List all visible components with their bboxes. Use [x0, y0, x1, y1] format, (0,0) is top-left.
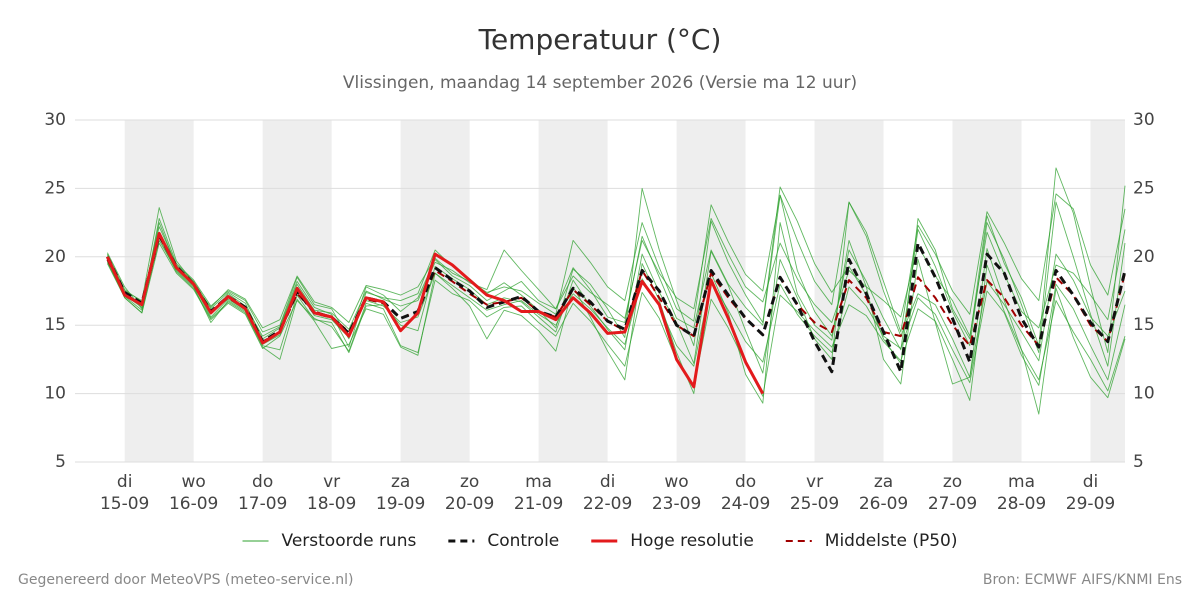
x-tick-label: vr [323, 472, 340, 492]
x-tick-date: 17-09 [238, 494, 287, 514]
y-tick-label: 15 [44, 315, 66, 335]
legend-label: Verstoorde runs [282, 531, 417, 551]
ensemble-run [106, 167, 1126, 364]
y-tick-label: 25 [44, 178, 66, 198]
ensemble-run [106, 193, 1126, 333]
legend-item: Controle [448, 531, 559, 551]
chart-title: Temperatuur (°C) [478, 23, 722, 56]
y2-tick-label: 5 [1133, 452, 1144, 472]
y-tick-label: 20 [44, 247, 66, 267]
x-tick-label: do [735, 472, 756, 492]
x-tick-label: za [391, 472, 410, 492]
y2-tick-label: 15 [1133, 315, 1155, 335]
y-tick-label: 10 [44, 384, 66, 404]
x-tick-date: 18-09 [307, 494, 356, 514]
x-tick-label: ma [1008, 472, 1035, 492]
legend-item: Middelste (P50) [785, 531, 958, 551]
legend-label: Middelste (P50) [825, 531, 958, 551]
y2-tick-label: 30 [1133, 110, 1155, 130]
ensemble-run [106, 222, 1126, 415]
x-tick-label: di [1083, 472, 1099, 492]
legend-item: Verstoorde runs [242, 531, 417, 551]
footer-left: Gegenereerd door MeteoVPS (meteo-service… [18, 572, 353, 588]
ensemble-run [106, 194, 1126, 367]
x-tick-label: zo [943, 472, 962, 492]
x-tick-date: 22-09 [583, 494, 632, 514]
y2-tick-label: 25 [1133, 178, 1155, 198]
x-tick-label: do [252, 472, 273, 492]
day-band [676, 120, 746, 462]
chart-subtitle: Vlissingen, maandag 14 september 2026 (V… [343, 73, 857, 93]
x-tick-label: di [117, 472, 133, 492]
x-tick-date: 25-09 [790, 494, 839, 514]
x-tick-label: di [600, 472, 616, 492]
x-tick-label: wo [664, 472, 688, 492]
y2-tick-label: 10 [1133, 384, 1155, 404]
x-tick-date: 24-09 [721, 494, 770, 514]
x-tick-date: 29-09 [1066, 494, 1115, 514]
day-band [124, 120, 194, 462]
legend-label: Controle [487, 531, 559, 551]
x-tick-date: 19-09 [376, 494, 425, 514]
ensemble-run [106, 231, 1126, 386]
y-tick-label: 5 [55, 452, 66, 472]
ensemble-run [106, 201, 1126, 378]
x-tick-date: 16-09 [169, 494, 218, 514]
footer-right: Bron: ECMWF AIFS/KNMI Ens [983, 572, 1182, 588]
y-tick-label: 30 [44, 110, 66, 130]
legend: Verstoorde runs Controle Hoge resolutie Mid… [242, 531, 958, 551]
y2-tick-label: 20 [1133, 247, 1155, 267]
series-line [106, 232, 765, 395]
x-tick-date: 27-09 [928, 494, 977, 514]
day-band [400, 120, 470, 462]
legend-item: Hoge resolutie [591, 531, 754, 551]
legend-label: Hoge resolutie [630, 531, 754, 551]
x-tick-date: 23-09 [652, 494, 701, 514]
x-tick-date: 21-09 [514, 494, 563, 514]
ensemble-run [106, 242, 1126, 401]
day-band [814, 120, 884, 462]
x-tick-label: za [874, 472, 893, 492]
x-tick-date: 28-09 [997, 494, 1046, 514]
x-tick-label: zo [460, 472, 479, 492]
x-tick-label: wo [182, 472, 206, 492]
x-tick-label: vr [806, 472, 823, 492]
ensemble-run [106, 218, 1126, 340]
x-tick-label: ma [525, 472, 552, 492]
x-tick-date: 20-09 [445, 494, 494, 514]
x-tick-date: 15-09 [100, 494, 149, 514]
x-tick-date: 26-09 [859, 494, 908, 514]
